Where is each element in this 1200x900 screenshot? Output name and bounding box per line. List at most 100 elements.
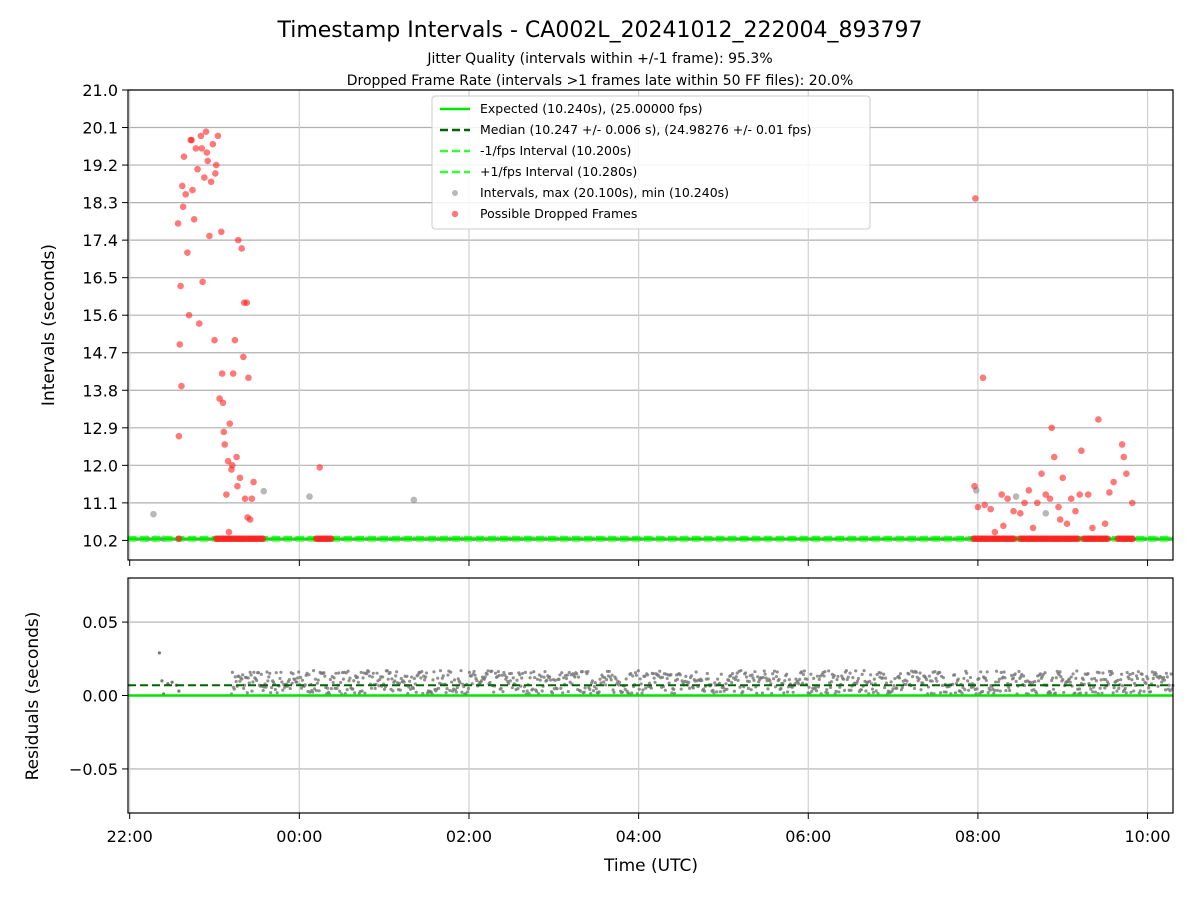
residual-point [521,689,526,693]
residual-point [1043,671,1047,675]
residual-point [466,686,471,691]
residual-point [248,670,252,674]
residual-point [1127,676,1131,681]
residual-point [938,670,942,675]
residual-point [1075,669,1079,673]
residual-point [267,675,271,679]
residual-point [334,671,338,675]
residual-point [1008,688,1012,693]
residual-point [402,680,406,684]
residual-point [529,671,533,675]
residual-point [755,691,759,695]
dropped-frame-point [224,457,232,465]
residual-point [884,681,889,685]
residual-point [930,679,934,683]
dropped-frame-point [1063,520,1071,528]
x-axis-label: Time (UTC) [603,856,698,876]
residual-point [264,685,268,689]
residual-point [738,685,742,689]
residual-point [883,676,888,680]
residual-point [444,690,448,695]
residual-point [297,670,301,674]
dropped-frame-point [1010,535,1018,543]
residual-point [845,677,849,682]
residual-point [232,687,236,691]
dropped-frame-point [1110,478,1117,486]
residual-point [545,678,549,682]
dropped-frame-point [201,174,208,181]
residual-point [879,671,883,675]
residual-point [414,690,418,694]
residual-point [508,679,513,683]
residual-point [347,679,351,683]
dropped-frame-point [1074,535,1081,543]
residual-point [1033,679,1037,684]
residual-point [1013,672,1017,676]
residual-point [1092,685,1096,689]
residual-point [436,676,440,680]
residual-point [550,691,555,695]
residual-point [1148,690,1153,694]
residual-point [694,670,698,674]
residual-point [1101,671,1105,675]
dropped-frame-point [250,478,257,486]
residual-point [486,669,490,673]
residual-point [399,676,403,681]
residual-point [311,669,316,673]
residual-point [377,684,381,688]
residual-point [409,687,413,691]
residual-point [313,677,318,681]
dropped-frame-point [1017,509,1024,517]
residual-point [898,672,903,676]
residual-point [794,677,798,681]
residual-point [995,688,1000,693]
residual-point [230,670,235,674]
residual-point [1140,672,1144,676]
residual-point [157,651,161,655]
residual-point [952,673,957,677]
residual-point [455,686,459,690]
residual-point [423,675,428,679]
residual-point [828,685,833,690]
residual-point [785,672,789,676]
dropped-frame-point [972,195,979,202]
residual-point [1142,689,1146,693]
residual-point [557,677,561,681]
residual-point [593,681,597,685]
residual-point [750,673,754,677]
residual-point [523,670,527,674]
residual-point [367,674,372,678]
residual-point [1089,687,1093,691]
residual-point [559,686,563,691]
dropped-frame-point [979,374,987,382]
residual-point [1086,671,1090,676]
residual-point [771,672,775,676]
residual-point [988,688,992,692]
residual-point [975,687,979,691]
residual-point [505,675,509,679]
dropped-frame-point [233,453,240,461]
legend-intervals-swatch [452,190,458,196]
residual-point [288,686,292,691]
residual-point [240,677,244,681]
residual-point [1150,670,1154,674]
dropped-frame-point [211,336,218,344]
residual-point [1103,686,1107,690]
residual-point [1104,678,1108,682]
residual-point [747,679,751,684]
residual-point [797,682,801,686]
residual-point [810,689,814,694]
residual-point [1093,690,1098,694]
residual-point [871,690,876,695]
residual-point [996,680,1001,684]
residual-point [700,679,704,683]
residual-point [727,678,731,683]
residual-point [961,685,965,690]
dropped-frame-point [245,374,252,382]
residual-point [631,674,635,678]
residual-point [1131,671,1135,676]
residual-point [388,670,392,675]
residual-point [1159,675,1163,679]
residual-point [620,690,625,694]
